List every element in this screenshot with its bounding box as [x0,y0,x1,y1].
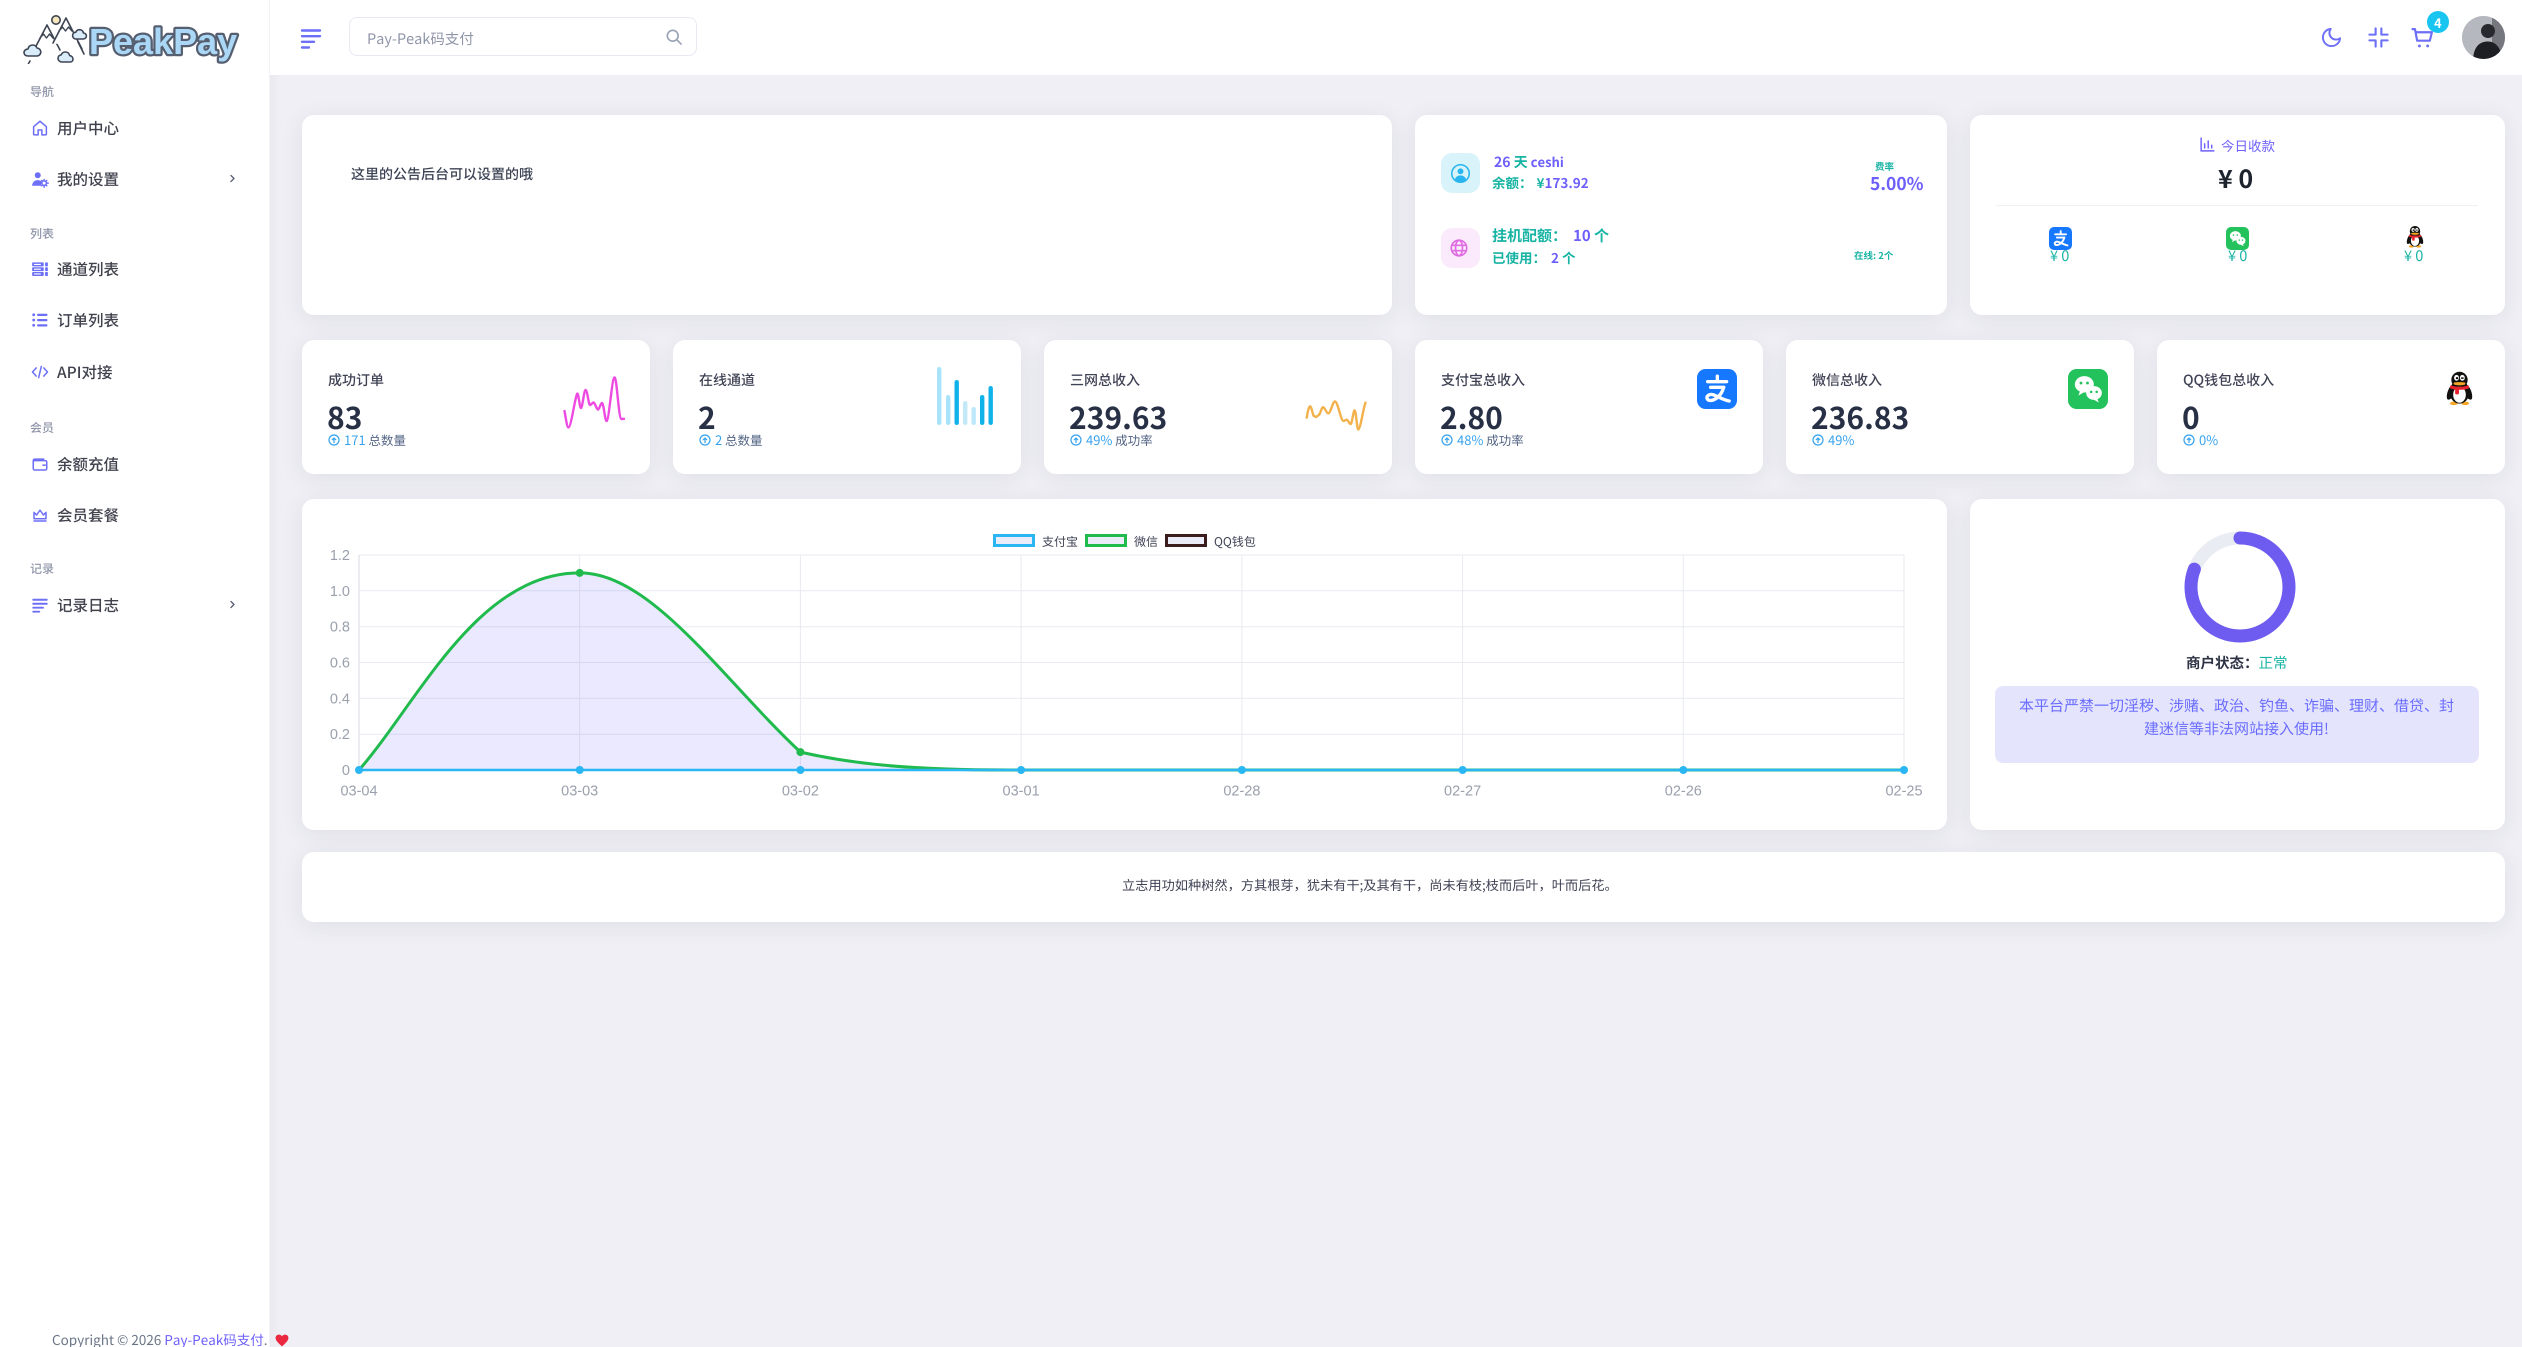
svg-text:0.2: 0.2 [330,727,350,743]
svg-text:02-27: 02-27 [1444,784,1481,800]
svg-text:0: 0 [342,763,350,779]
svg-text:0.4: 0.4 [330,691,350,707]
svg-text:02-25: 02-25 [1885,784,1922,800]
svg-text:02-26: 02-26 [1665,784,1702,800]
svg-text:03-01: 03-01 [1003,784,1040,800]
svg-text:PeakPay: PeakPay [89,21,237,62]
svg-text:02-28: 02-28 [1223,784,1260,800]
svg-text:0.6: 0.6 [330,656,350,672]
svg-text:03-02: 03-02 [782,784,819,800]
svg-text:03-03: 03-03 [561,784,598,800]
svg-text:1.0: 1.0 [330,584,350,600]
svg-text:0.8: 0.8 [330,620,350,636]
svg-text:1.2: 1.2 [330,548,350,564]
svg-text:03-04: 03-04 [340,784,377,800]
